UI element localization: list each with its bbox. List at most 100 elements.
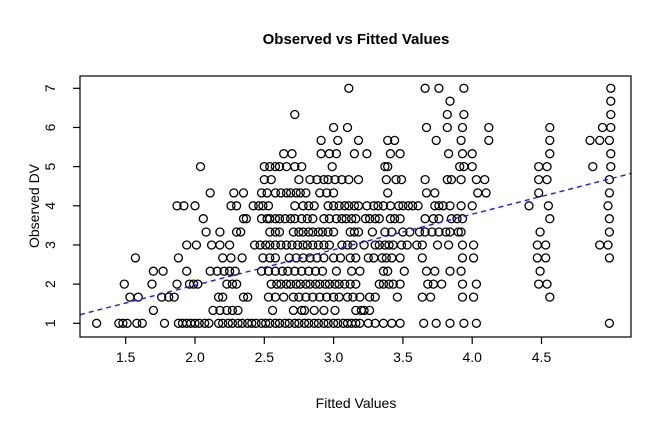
data-point — [535, 266, 545, 276]
data-point — [301, 279, 311, 289]
data-point — [238, 292, 249, 302]
data-point — [194, 318, 204, 328]
data-point — [205, 266, 215, 276]
data-point — [315, 188, 325, 198]
data-point — [281, 279, 292, 289]
data-point — [254, 201, 264, 211]
data-point — [545, 122, 555, 133]
data-point — [287, 149, 297, 159]
data-point — [423, 279, 433, 289]
data-point — [270, 227, 281, 237]
data-point — [417, 253, 427, 263]
y-axis-tick-label: 1 — [42, 319, 58, 327]
data-point — [265, 240, 275, 250]
data-point — [434, 201, 444, 211]
data-point — [438, 201, 448, 211]
data-point — [534, 174, 544, 185]
data-point — [265, 253, 275, 263]
data-point — [457, 214, 468, 224]
data-point — [370, 240, 380, 250]
data-point — [224, 266, 235, 276]
data-point — [381, 174, 391, 185]
data-point — [236, 227, 246, 237]
data-point — [270, 318, 281, 328]
data-point — [351, 279, 361, 289]
data-point — [374, 279, 384, 289]
data-point — [304, 227, 314, 237]
data-point — [256, 188, 267, 198]
data-point — [312, 174, 322, 185]
data-point — [288, 305, 299, 316]
data-point — [212, 266, 222, 276]
data-point — [385, 149, 396, 159]
data-point — [392, 292, 403, 302]
data-point — [383, 188, 393, 198]
data-point — [313, 227, 324, 237]
data-point — [351, 253, 361, 263]
data-point — [455, 161, 465, 172]
y-axis-label: Observed DV — [26, 163, 42, 248]
data-point — [279, 149, 289, 159]
data-point — [258, 253, 268, 263]
data-point — [148, 305, 159, 316]
data-point — [389, 214, 400, 224]
data-point — [445, 201, 455, 211]
data-point — [158, 266, 168, 276]
data-point — [344, 83, 354, 93]
data-point — [169, 292, 179, 302]
data-point — [399, 266, 409, 276]
data-point — [367, 227, 378, 237]
data-point — [534, 279, 544, 289]
data-point — [369, 201, 379, 211]
data-point — [606, 109, 616, 120]
data-point — [265, 161, 275, 172]
data-point — [290, 161, 300, 172]
data-point — [290, 318, 300, 328]
data-point — [468, 253, 479, 263]
data-point — [304, 318, 314, 328]
data-point — [324, 240, 335, 250]
data-point — [173, 253, 184, 263]
data-point — [290, 109, 300, 120]
data-point — [233, 318, 243, 328]
data-point — [148, 266, 159, 276]
data-point — [543, 201, 554, 211]
data-point — [308, 227, 318, 237]
data-point — [473, 188, 483, 198]
data-point — [420, 83, 430, 93]
data-point — [213, 318, 224, 328]
data-point — [261, 318, 271, 328]
data-point — [266, 174, 276, 185]
data-point — [137, 318, 147, 328]
data-point — [384, 240, 394, 250]
data-point — [274, 214, 285, 224]
data-point — [471, 318, 482, 328]
data-point — [362, 149, 372, 159]
data-point — [327, 161, 337, 172]
data-point — [294, 227, 304, 237]
data-point — [291, 279, 301, 289]
chart-title: Observed vs Fitted Values — [263, 31, 450, 48]
data-point — [355, 292, 365, 302]
data-point — [420, 214, 430, 224]
data-point — [287, 240, 297, 250]
data-point — [445, 318, 455, 328]
data-point — [468, 240, 479, 250]
data-point — [309, 201, 319, 211]
data-point — [274, 161, 285, 172]
data-point — [276, 240, 286, 250]
data-point — [381, 253, 391, 263]
data-point — [328, 292, 339, 302]
data-point — [545, 292, 555, 302]
data-point — [395, 279, 405, 289]
data-point — [215, 240, 225, 250]
data-point — [380, 161, 390, 172]
data-point — [316, 135, 326, 146]
data-point — [349, 201, 360, 211]
data-point — [362, 201, 372, 211]
data-point — [279, 292, 289, 302]
data-point — [333, 135, 343, 146]
data-point — [297, 214, 307, 224]
data-point — [280, 318, 290, 328]
data-point — [315, 292, 325, 302]
